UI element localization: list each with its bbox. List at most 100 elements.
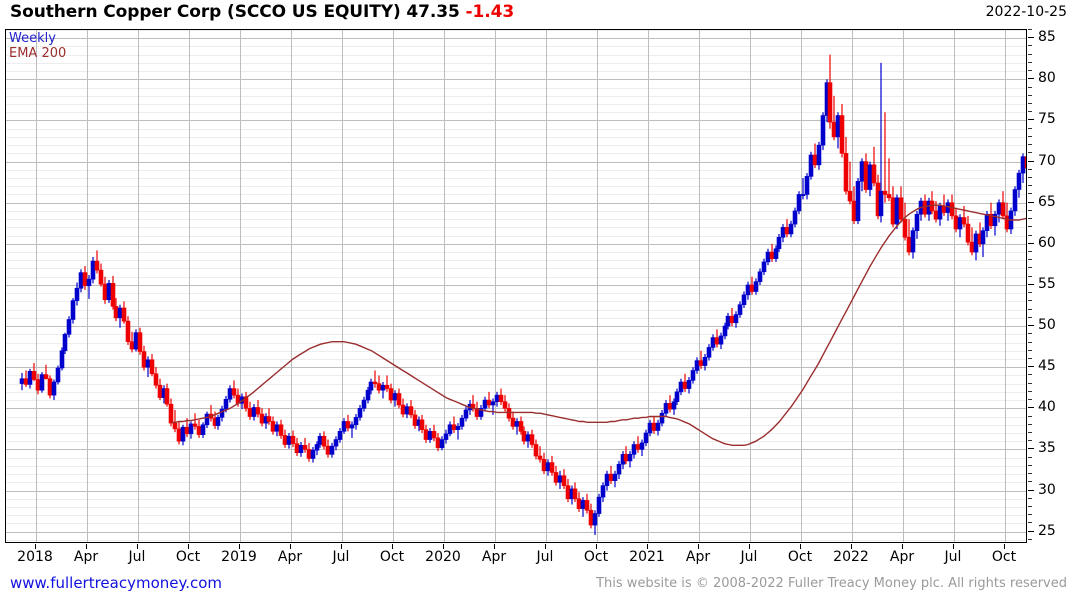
- y-axis-minor-tick: [1028, 390, 1032, 392]
- y-axis-minor-tick: [1028, 127, 1032, 129]
- y-axis-minor-tick: [1028, 423, 1032, 425]
- y-axis-minor-tick: [1028, 234, 1032, 236]
- y-axis-label: 85: [1038, 29, 1056, 46]
- y-axis-tick: [1028, 325, 1034, 327]
- y-axis-minor-tick: [1028, 374, 1032, 376]
- y-axis-label: 75: [1038, 111, 1056, 128]
- chart-footer: www.fullertreacymoney.com This website i…: [0, 572, 1075, 598]
- x-axis-label: Apr: [481, 549, 507, 565]
- y-axis-minor-tick: [1028, 522, 1032, 524]
- x-axis-tick: [188, 544, 189, 549]
- y-axis-minor-tick: [1028, 209, 1032, 211]
- y-axis-label: 35: [1038, 440, 1056, 457]
- y-axis-minor-tick: [1028, 481, 1032, 483]
- y-axis-minor-tick: [1028, 111, 1032, 113]
- x-axis-tick: [137, 544, 138, 549]
- y-axis-label: 55: [1038, 275, 1056, 292]
- y-axis-label: 80: [1038, 70, 1056, 87]
- y-axis-minor-tick: [1028, 399, 1032, 401]
- y-axis-minor-tick: [1028, 333, 1032, 335]
- y-axis-minor-tick: [1028, 538, 1032, 540]
- x-axis-tick: [290, 544, 291, 549]
- x-axis-label: Apr: [889, 549, 915, 565]
- x-axis-label: 2022: [833, 549, 869, 565]
- plot-area[interactable]: [5, 29, 1027, 543]
- y-axis-minor-tick: [1028, 70, 1032, 72]
- legend-item-interval: Weekly: [9, 31, 56, 46]
- x-axis-tick: [698, 544, 699, 549]
- x-axis-tick: [800, 544, 801, 549]
- x-axis-tick: [596, 544, 597, 549]
- price-change: -1.43: [465, 2, 515, 22]
- x-axis-tick: [494, 544, 495, 549]
- y-axis-minor-tick: [1028, 308, 1032, 310]
- y-axis: 85 80 75 70 65 60 55 50 45 40 35 30 25: [1028, 29, 1075, 544]
- y-axis-minor-tick: [1028, 300, 1032, 302]
- chart-data-layer: [19, 54, 1026, 535]
- y-axis-minor-tick: [1028, 177, 1032, 179]
- y-axis-tick: [1028, 283, 1034, 285]
- x-axis-tick: [239, 544, 240, 549]
- x-axis-label: Oct: [583, 549, 609, 565]
- x-axis-label: Jul: [740, 549, 758, 565]
- y-axis-minor-tick: [1028, 341, 1032, 343]
- y-axis-tick: [1028, 448, 1034, 450]
- y-axis-tick: [1028, 119, 1034, 121]
- y-axis-minor-tick: [1028, 86, 1032, 88]
- x-axis-label: Jul: [536, 549, 554, 565]
- y-axis-minor-tick: [1028, 53, 1032, 55]
- y-axis-minor-tick: [1028, 94, 1032, 96]
- y-axis-minor-tick: [1028, 497, 1032, 499]
- y-axis-tick: [1028, 160, 1034, 162]
- y-axis-minor-tick: [1028, 456, 1032, 458]
- y-axis-tick: [1028, 366, 1034, 368]
- chart-date: 2022-10-25: [985, 4, 1067, 20]
- y-axis-minor-tick: [1028, 357, 1032, 359]
- x-axis-tick: [545, 544, 546, 549]
- x-axis-tick: [392, 544, 393, 549]
- website-url[interactable]: www.fullertreacymoney.com: [10, 574, 223, 592]
- y-axis-minor-tick: [1028, 103, 1032, 105]
- chart-gridlines: [6, 30, 1026, 542]
- x-axis-tick: [341, 544, 342, 549]
- x-axis-tick: [35, 544, 36, 549]
- x-axis-label: Oct: [787, 549, 813, 565]
- y-axis-label: 45: [1038, 358, 1056, 375]
- y-axis-minor-tick: [1028, 144, 1032, 146]
- x-axis-tick: [953, 544, 954, 549]
- x-axis-label: Oct: [991, 549, 1017, 565]
- y-axis-minor-tick: [1028, 45, 1032, 47]
- y-axis-minor-tick: [1028, 168, 1032, 170]
- y-axis-minor-tick: [1028, 152, 1032, 154]
- x-axis-label: 2020: [425, 549, 461, 565]
- y-axis-minor-tick: [1028, 349, 1032, 351]
- y-axis-minor-tick: [1028, 505, 1032, 507]
- y-axis-label: 40: [1038, 399, 1056, 416]
- y-axis-minor-tick: [1028, 382, 1032, 384]
- y-axis-tick: [1028, 407, 1034, 409]
- y-axis-minor-tick: [1028, 431, 1032, 433]
- y-axis-label: 70: [1038, 152, 1056, 169]
- page-title: Southern Copper Corp (SCCO US EQUITY) 47…: [10, 2, 514, 22]
- x-axis-label: Jul: [944, 549, 962, 565]
- y-axis-minor-tick: [1028, 29, 1032, 30]
- x-axis-label: 2021: [629, 549, 665, 565]
- y-axis-minor-tick: [1028, 275, 1032, 277]
- x-axis-tick: [851, 544, 852, 549]
- x-axis-label: Jul: [332, 549, 350, 565]
- y-axis-tick: [1028, 78, 1034, 80]
- y-axis-minor-tick: [1028, 251, 1032, 253]
- x-axis-label: Jul: [128, 549, 146, 565]
- y-axis-tick: [1028, 242, 1034, 244]
- y-axis-minor-tick: [1028, 61, 1032, 63]
- y-axis-minor-tick: [1028, 473, 1032, 475]
- y-axis-tick: [1028, 37, 1034, 39]
- y-axis-minor-tick: [1028, 267, 1032, 269]
- y-axis-minor-tick: [1028, 514, 1032, 516]
- y-axis-minor-tick: [1028, 292, 1032, 294]
- y-axis-label: 50: [1038, 317, 1056, 334]
- x-axis-label: Oct: [175, 549, 201, 565]
- x-axis: 2018 Apr Jul Oct 2019 Apr Jul Oct 2020 Apr Jul Oct 2…: [5, 544, 1027, 568]
- y-axis-minor-tick: [1028, 185, 1032, 187]
- y-axis-label: 65: [1038, 193, 1056, 210]
